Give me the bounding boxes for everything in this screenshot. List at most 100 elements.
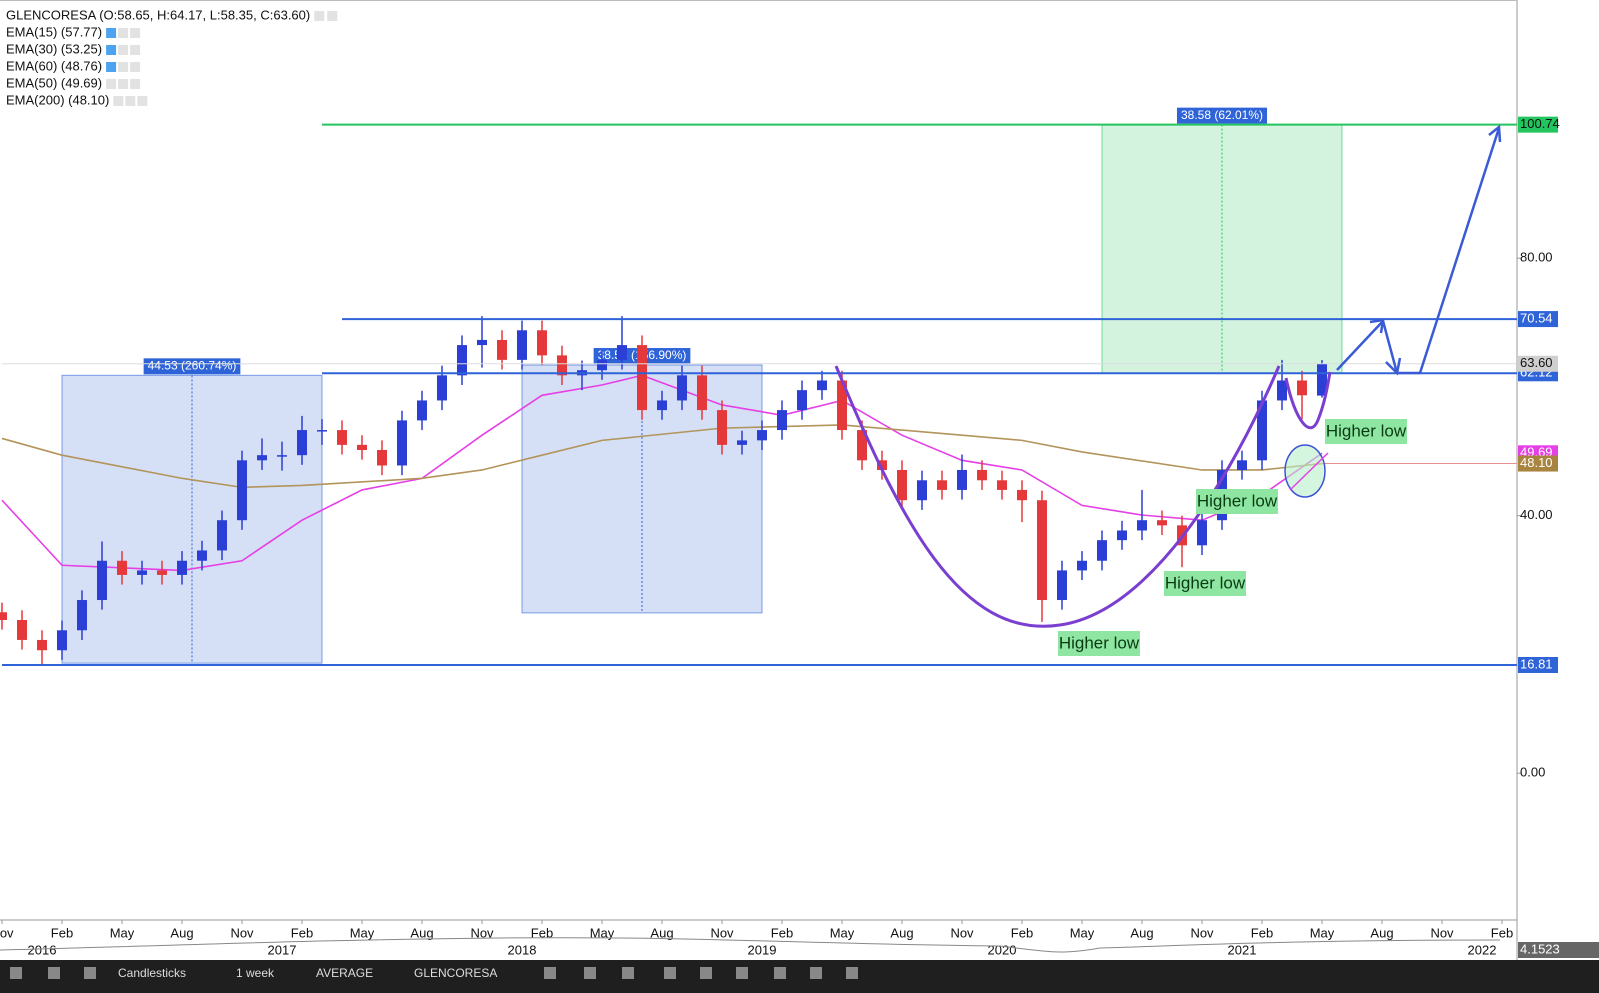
annotation: Higher low [1165, 573, 1246, 592]
chart-title: GLENCORESA (O:58.65, H:64.17, L:58.35, C… [6, 7, 310, 22]
candle-body [437, 375, 447, 401]
level-label-bg [1518, 311, 1558, 328]
candle-body [277, 455, 287, 457]
x-tick-label: May [110, 925, 135, 940]
toolbar-icon[interactable] [584, 967, 596, 979]
toolbar-icon[interactable] [774, 967, 786, 979]
candle-body [797, 390, 807, 411]
toolbar-icon[interactable] [664, 967, 676, 979]
annotations: Higher low Higher low Higher low Higher … [1058, 419, 1407, 656]
y-tick-label: 80.00 [1520, 250, 1553, 265]
candle-body [737, 440, 747, 445]
range-box [61, 374, 323, 664]
candle-body [917, 480, 927, 501]
annotation-box [1196, 489, 1278, 514]
legend-icon[interactable] [113, 96, 124, 106]
candle-body [877, 460, 887, 470]
legend-icon[interactable] [118, 45, 129, 55]
candle-body [1297, 380, 1307, 396]
level-label: 70.54 [1520, 311, 1553, 326]
level-label: 48.10 [1520, 455, 1553, 470]
year-label: 2022 [1468, 942, 1497, 957]
legend-entry: EMA(60) (48.76) [6, 58, 102, 73]
candle-body [637, 345, 647, 411]
legend-icon[interactable] [118, 28, 129, 38]
x-tick-label: Feb [1491, 925, 1513, 940]
year-label: 2021 [1228, 942, 1257, 957]
year-label: 2018 [508, 942, 537, 957]
candle-body [1037, 500, 1047, 601]
x-tick-label: Aug [890, 925, 913, 940]
x-tick-label: May [830, 925, 855, 940]
level-label: 16.81 [1520, 656, 1553, 671]
legend-icon[interactable] [106, 79, 117, 89]
legend-icon[interactable] [130, 45, 141, 55]
annotation-box [1164, 571, 1246, 596]
x-tick-label: May [1070, 925, 1095, 940]
toolbar-icon[interactable] [48, 967, 60, 979]
toolbar-icon[interactable] [622, 967, 634, 979]
toolbar-icon[interactable] [544, 967, 556, 979]
x-tick-label: Aug [170, 925, 193, 940]
candle-body [1137, 520, 1147, 531]
arrow-heads [1369, 124, 1502, 376]
x-tick-label: Aug [1370, 925, 1393, 940]
candle-body [697, 375, 707, 411]
toolbar-item[interactable]: GLENCORESA [414, 966, 497, 980]
candle-body [417, 400, 427, 421]
level-label: 100.74 [1520, 116, 1560, 131]
candle-body [177, 560, 187, 575]
candle-body [237, 460, 247, 521]
candle-body [997, 480, 1007, 490]
legend-icon[interactable] [118, 79, 129, 89]
level-label: 63.60 [1520, 355, 1553, 370]
legend-icon[interactable] [106, 45, 117, 55]
range-label: 44.53 (260.74%) [148, 359, 237, 373]
candle-body [117, 560, 127, 575]
y-tick-label: 40.00 [1520, 507, 1553, 522]
title-icon[interactable] [327, 11, 338, 21]
toolbar-icon[interactable] [700, 967, 712, 979]
legend-icon[interactable] [118, 62, 129, 72]
year-label: 2016 [28, 942, 57, 957]
toolbar-item[interactable]: AVERAGE [316, 966, 373, 980]
handle-curve [1284, 371, 1332, 430]
x-tick-label: Aug [650, 925, 673, 940]
legend-icon[interactable] [130, 28, 141, 38]
candle-body [477, 339, 487, 346]
circle-highlight [1284, 444, 1326, 498]
legend-icon[interactable] [130, 79, 141, 89]
x-tick-label: Nov [1190, 925, 1214, 940]
toolbar-icon[interactable] [736, 967, 748, 979]
candle-body [1117, 530, 1127, 541]
candle-body [537, 330, 547, 356]
legend-icon[interactable] [106, 62, 117, 72]
candle-body [1197, 520, 1207, 546]
candle-body [657, 400, 667, 411]
scale-label-bg [1518, 942, 1599, 958]
toolbar-icon[interactable] [810, 967, 822, 979]
candle-body [137, 570, 147, 575]
toolbar-item[interactable]: 1 week [236, 966, 275, 980]
candle-body [957, 469, 967, 490]
scale-label: 4.1523 [1520, 941, 1560, 956]
toolbar-item[interactable]: Candlesticks [118, 966, 186, 980]
candle-body [1237, 460, 1247, 470]
legend-icon[interactable] [130, 62, 141, 72]
toolbar-icon[interactable] [846, 967, 858, 979]
legend-icon[interactable] [125, 96, 136, 106]
legend-icon[interactable] [137, 96, 148, 106]
toolbar-icon[interactable] [84, 967, 96, 979]
drawings [834, 124, 1502, 628]
x-tick-label: Feb [771, 925, 793, 940]
x-tick-label: Aug [1130, 925, 1153, 940]
legend-icon[interactable] [106, 28, 117, 38]
candle-body [1157, 520, 1167, 526]
candle-body [557, 355, 567, 376]
x-tick-label: Nov [230, 925, 254, 940]
title-icon[interactable] [314, 11, 325, 21]
level-label-bg [1518, 455, 1558, 472]
candle-body [317, 430, 327, 432]
x-tick-label: Feb [291, 925, 313, 940]
toolbar-icon[interactable] [10, 967, 22, 979]
